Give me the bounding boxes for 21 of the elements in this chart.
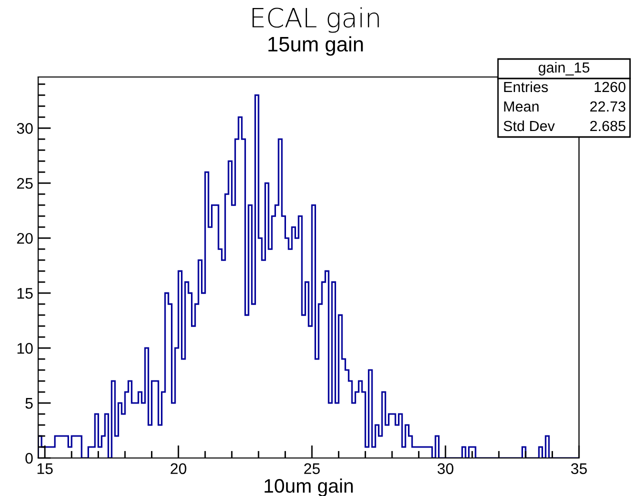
y-tick-label: 5 [25, 398, 33, 409]
text: 1260 [594, 82, 626, 92]
chart-title: ECAL gain [252, 7, 379, 33]
x-tick-label: 35 [571, 463, 587, 474]
y-tick-label: 20 [17, 232, 33, 244]
chart-subtitle: 15um gain [268, 36, 363, 56]
annotation: Mean [504, 101, 539, 112]
annotation: Std Dev [504, 120, 555, 132]
y-tick-label: 30 [16, 122, 33, 134]
y-tick-label: 25 [17, 178, 33, 189]
y-tick-label: 0 [25, 452, 33, 464]
text: 22.73 [590, 101, 626, 112]
x-tick-label: 25 [304, 463, 320, 474]
x-tick-label: 30 [438, 463, 454, 474]
x-tick-label: 15 [38, 463, 53, 474]
text: gain_15 [538, 62, 590, 76]
annotation: Entries [504, 81, 548, 92]
text: 2.685 [590, 120, 626, 132]
x-tick-label: 20 [170, 463, 186, 474]
y-tick-label: 15 [18, 288, 33, 299]
y-tick-label: 10 [18, 342, 33, 354]
